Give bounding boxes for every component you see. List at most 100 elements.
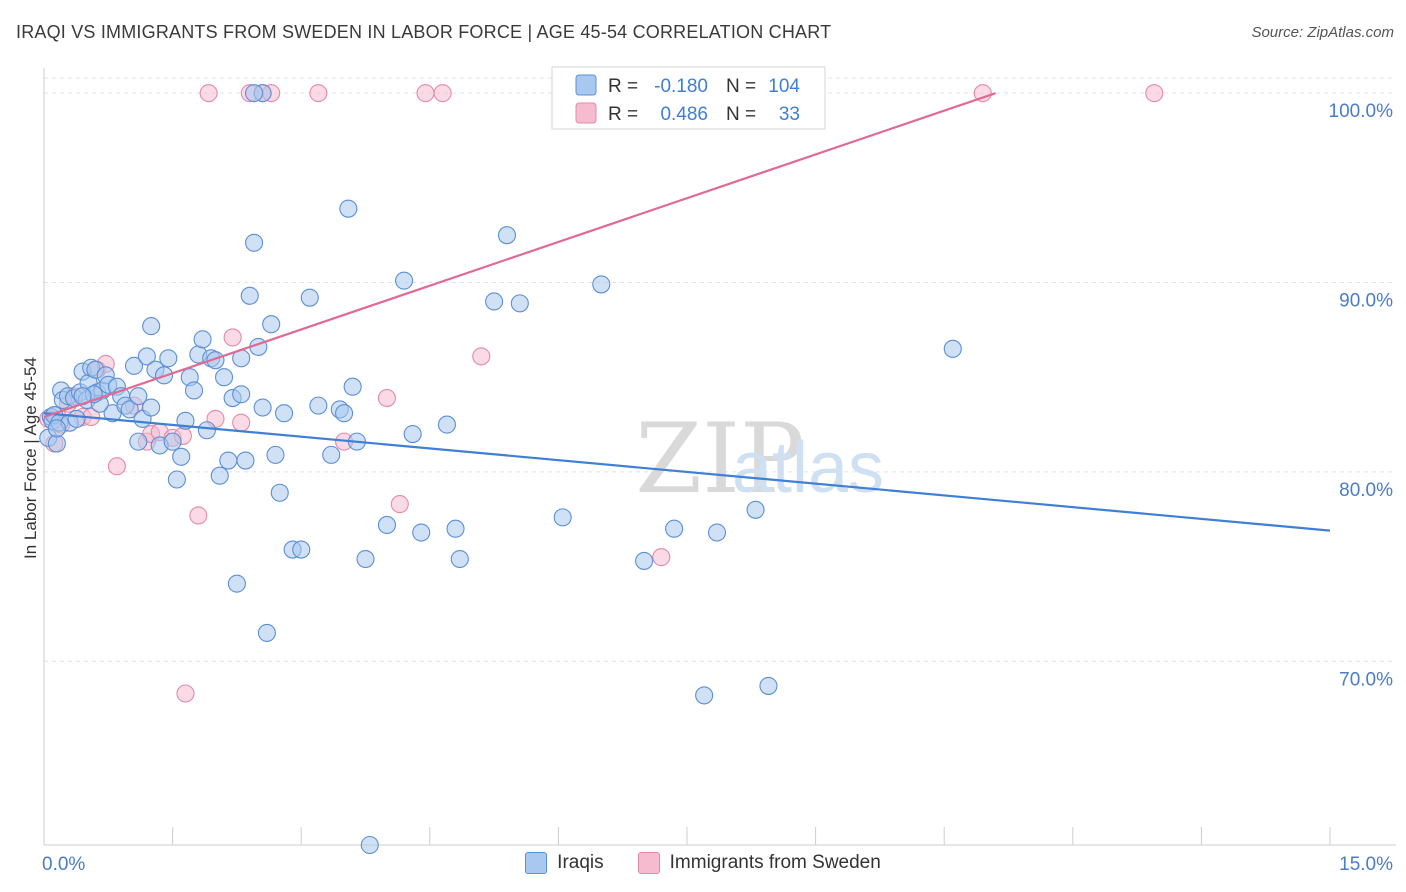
data-point-iraqis [292, 540, 311, 559]
data-point-sweden [223, 328, 242, 347]
data-point-iraqis [219, 451, 238, 470]
data-point-iraqis [412, 523, 431, 542]
y-tick-label: 70.0% [1339, 669, 1393, 690]
watermark-atlas: atlas [732, 428, 884, 508]
legend-swatch-iraqis [575, 74, 597, 96]
data-point-sweden [652, 548, 671, 567]
data-point-iraqis [244, 84, 264, 103]
data-point-iraqis [210, 466, 229, 485]
data-point-sweden [377, 389, 396, 408]
trend-line-iraqis [43, 412, 1331, 532]
y-axis-label: In Labor Force | Age 45-54 [21, 357, 40, 559]
data-point-iraqis [592, 275, 611, 294]
legend-swatch-sweden [575, 102, 597, 124]
legend-label-iraqis: Iraqis [557, 852, 604, 873]
data-point-iraqis [253, 398, 272, 417]
data-point-iraqis [236, 451, 255, 470]
data-point-iraqis [450, 549, 469, 569]
data-point-iraqis [47, 434, 66, 453]
x-tick-label: 0.0% [42, 854, 85, 875]
tick-labels: 100.0% 90.0% 80.0% 70.0% 0.0% 15.0% [42, 101, 1393, 875]
data-point-iraqis [360, 835, 379, 855]
data-point-iraqis [167, 470, 186, 489]
data-point-iraqis [142, 398, 161, 417]
data-point-sweden [973, 84, 992, 103]
data-point-iraqis [339, 199, 358, 218]
chart-title: IRAQI VS IMMIGRANTS FROM SWEDEN IN LABOR… [16, 22, 832, 42]
data-point-iraqis [172, 447, 191, 466]
data-point-iraqis [635, 551, 654, 570]
data-point-iraqis [129, 432, 148, 451]
data-point-iraqis [206, 351, 225, 370]
data-point-iraqis [510, 294, 529, 313]
series-sweden-points [39, 84, 1164, 703]
data-point-iraqis [193, 330, 212, 349]
data-point-iraqis [137, 347, 156, 366]
data-point-sweden [309, 84, 328, 103]
trend-line-sweden [43, 92, 996, 419]
data-point-sweden [390, 495, 409, 514]
data-point-iraqis [163, 432, 182, 451]
data-point-sweden [232, 413, 251, 432]
data-point-sweden [189, 506, 208, 525]
data-point-iraqis [943, 339, 962, 358]
data-point-iraqis [275, 404, 294, 423]
data-point-iraqis [746, 500, 765, 519]
legend-n-value-iraqis: 104 [768, 76, 800, 97]
data-point-iraqis [232, 385, 251, 404]
data-point-iraqis [142, 317, 161, 336]
data-point-sweden [107, 457, 126, 476]
data-point-iraqis [300, 288, 319, 307]
data-point-iraqis [266, 445, 285, 464]
y-tick-label: 80.0% [1339, 480, 1393, 501]
series-legend: Iraqis Immigrants from Sweden [0, 852, 1406, 874]
data-point-iraqis [665, 519, 684, 538]
legend-r-value-sweden: 0.486 [660, 104, 708, 125]
legend-n-label: N = [726, 76, 756, 97]
data-point-iraqis [335, 404, 354, 423]
source-label: Source: ZipAtlas.com [1251, 24, 1394, 41]
data-point-iraqis [67, 409, 86, 428]
legend-r-value-iraqis: -0.180 [654, 76, 708, 97]
data-point-iraqis [446, 519, 465, 538]
data-point-iraqis [377, 515, 396, 534]
data-point-iraqis [356, 549, 375, 569]
data-point-sweden [433, 84, 452, 103]
data-point-iraqis [759, 676, 778, 695]
legend-swatch-sweden [637, 852, 660, 874]
data-point-iraqis [47, 419, 66, 438]
legend-item-sweden: Immigrants from Sweden [637, 852, 881, 874]
legend-item-iraqis: Iraqis [525, 852, 604, 874]
data-point-iraqis [244, 233, 264, 252]
data-point-iraqis [257, 623, 276, 642]
data-point-iraqis [124, 356, 144, 375]
data-point-sweden [472, 347, 491, 366]
data-point-iraqis [240, 286, 259, 305]
data-point-iraqis [184, 381, 204, 400]
data-point-iraqis [707, 523, 727, 542]
legend-r-label: R = [608, 104, 638, 125]
data-point-iraqis [120, 400, 139, 419]
series-iraqis-points [39, 84, 962, 855]
data-point-sweden [1145, 84, 1164, 103]
legend-label-sweden: Immigrants from Sweden [669, 852, 881, 873]
data-point-iraqis [227, 574, 246, 593]
legend-n-label: N = [726, 104, 756, 125]
data-point-iraqis [553, 508, 572, 527]
data-point-iraqis [485, 292, 504, 311]
data-point-iraqis [343, 377, 362, 396]
data-point-iraqis [395, 271, 414, 290]
data-point-iraqis [403, 424, 422, 444]
axes [43, 68, 1396, 846]
legend-r-label: R = [608, 76, 638, 97]
legend-n-value-sweden: 33 [779, 104, 800, 125]
data-point-iraqis [197, 421, 216, 440]
y-tick-label: 90.0% [1339, 291, 1393, 312]
data-point-iraqis [322, 445, 341, 464]
legend-swatch-iraqis [525, 852, 548, 874]
gridlines [44, 77, 1396, 662]
y-tick-label: 100.0% [1329, 101, 1394, 122]
data-point-iraqis [270, 483, 289, 502]
data-point-iraqis [437, 415, 456, 434]
